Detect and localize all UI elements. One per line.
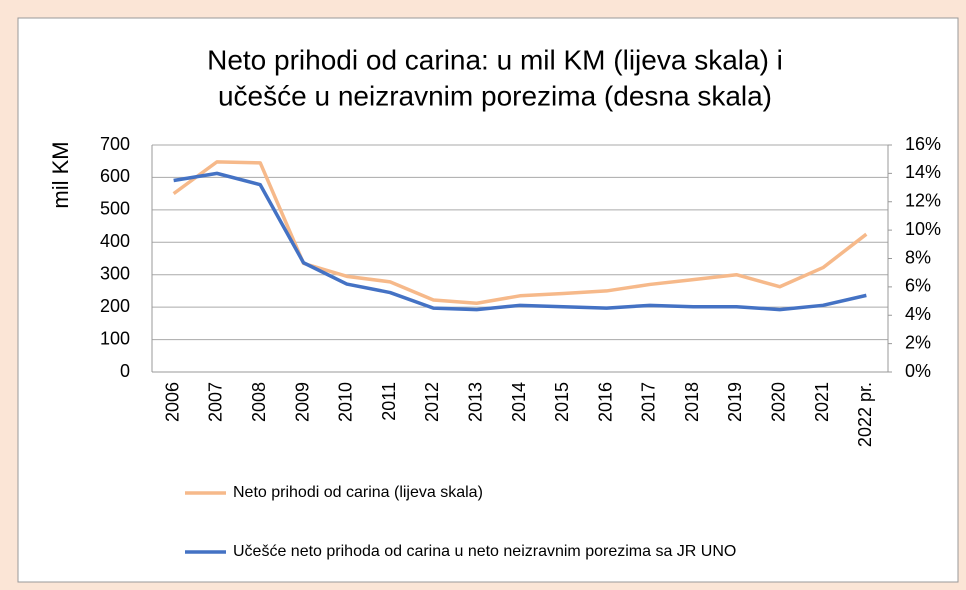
x-tick-label: 2007 [206,382,226,422]
y-tick-label: 500 [100,199,130,219]
legend-label: Učešće neto prihoda od carina u neto nei… [233,543,736,560]
y-tick-label: 100 [100,328,130,348]
x-tick-label: 2016 [595,382,615,422]
x-tick-label: 2006 [162,382,182,422]
y-tick-label: 700 [100,134,130,154]
series-line [172,160,868,306]
x-tick-label: 2008 [249,382,269,422]
y-tick-label: 600 [100,166,130,186]
x-tick-label: 2021 [812,382,832,422]
chart-title: učešće u neizravnim porezima (desna skal… [218,80,772,111]
x-tick-label: 2012 [422,382,442,422]
x-tick-label: 2013 [465,382,485,422]
x-tick-label: 2010 [336,382,356,422]
x-tick-label: 2014 [509,382,529,422]
y2-tick-label: 10% [905,219,941,239]
y2-tick-label: 12% [905,191,941,211]
y-tick-label: 300 [100,263,130,283]
y-axis-label: mil KM [48,141,73,208]
x-tick-label: 2009 [292,382,312,422]
y2-tick-label: 16% [905,134,941,154]
y2-tick-label: 4% [905,304,931,324]
legend-label: Neto prihodi od carina (lijeva skala) [233,484,483,501]
series-line [173,171,867,312]
y2-tick-label: 8% [905,247,931,267]
y2-tick-label: 0% [905,361,931,381]
chart-title: Neto prihodi od carina: u mil KM (lijeva… [207,44,783,75]
y2-tick-label: 14% [905,162,941,182]
y-tick-label: 0 [120,361,130,381]
x-tick-label: 2015 [552,382,572,422]
y-tick-label: 400 [100,231,130,251]
y-tick-label: 200 [100,296,130,316]
x-tick-label: 2018 [682,382,702,422]
x-tick-label: 2017 [639,382,659,422]
x-tick-label: 2022 pr. [855,382,875,447]
y2-tick-label: 6% [905,276,931,296]
x-tick-label: 2020 [769,382,789,422]
x-tick-label: 2019 [725,382,745,422]
x-tick-label: 2011 [379,382,399,421]
y2-tick-label: 2% [905,332,931,352]
